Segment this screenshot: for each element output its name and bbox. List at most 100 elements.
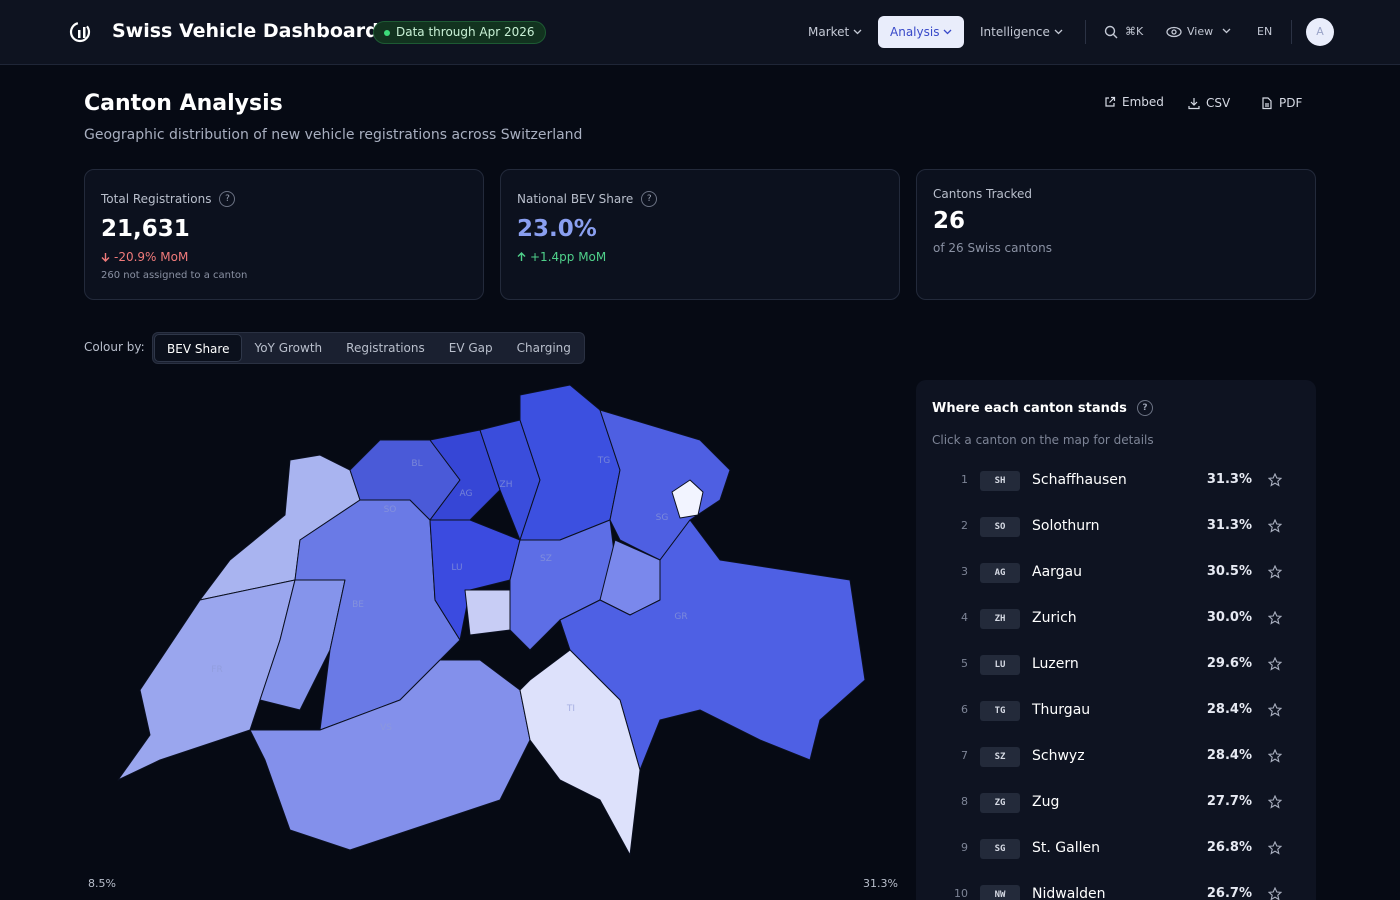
language[interactable]: EN	[1257, 25, 1273, 38]
canton-code: NW	[980, 885, 1020, 900]
colour-tab[interactable]: Charging	[516, 341, 571, 355]
star-icon[interactable]	[1268, 887, 1282, 900]
rank: 5	[961, 657, 968, 670]
nav-label: Intelligence	[980, 25, 1050, 39]
star-icon[interactable]	[1268, 611, 1282, 625]
kpi-card: Cantons Tracked 26 of 26 Swiss cantons	[916, 169, 1316, 300]
kpi-value: 21,631	[101, 216, 190, 242]
star-icon[interactable]	[1268, 703, 1282, 717]
nav-label: Market	[808, 25, 850, 39]
bev-share: 26.8%	[1206, 840, 1252, 855]
chevron	[853, 29, 862, 35]
bev-share: 31.3%	[1206, 472, 1252, 487]
bev-share: 31.3%	[1206, 518, 1252, 533]
canton[interactable]	[429, 519, 521, 641]
action-button[interactable]: CSV	[1188, 96, 1230, 110]
action-label: Embed	[1122, 95, 1164, 109]
action-button[interactable]: PDF	[1261, 96, 1302, 110]
canton[interactable]	[671, 479, 704, 519]
star-icon[interactable]	[1268, 841, 1282, 855]
avatar[interactable]: A	[1306, 18, 1334, 46]
colour-tab[interactable]: Registrations	[346, 341, 425, 355]
map-label: GR	[674, 612, 687, 622]
canton-name: Thurgau	[1032, 702, 1091, 718]
colour-tab[interactable]: BEV Share	[154, 334, 243, 362]
star-icon[interactable]	[1268, 749, 1282, 763]
arrow-down	[101, 253, 110, 262]
canton-name: Nidwalden	[1032, 886, 1106, 900]
canton-code: LU	[980, 655, 1020, 675]
rank: 4	[961, 611, 968, 624]
star-icon[interactable]	[1268, 795, 1282, 809]
map-label: ZH	[500, 480, 513, 490]
separator	[1085, 20, 1086, 44]
panel-title-row: Where each canton stands?	[932, 400, 1153, 416]
arrow-up	[517, 252, 526, 261]
star-icon[interactable]	[1268, 565, 1282, 579]
ranking-row[interactable]: 10 NW Nidwalden 26.7%	[916, 880, 1316, 900]
search-shortcut[interactable]: ⌘K	[1125, 25, 1144, 38]
bev-share: 28.4%	[1206, 702, 1252, 717]
canton-name: Solothurn	[1032, 518, 1100, 534]
ranking-row[interactable]: 6 TG Thurgau 28.4%	[916, 696, 1316, 726]
map-label: TG	[597, 456, 610, 466]
map-label: SG	[656, 513, 669, 523]
ranking-row[interactable]: 4 ZH Zurich 30.0%	[916, 604, 1316, 634]
canton-code: AG	[980, 563, 1020, 583]
panel-hint: Click a canton on the map for details	[932, 433, 1154, 447]
canton-name: St. Gallen	[1032, 840, 1100, 856]
rank: 9	[961, 841, 968, 854]
ranking-panel: Where each canton stands? Click a canton…	[916, 380, 1316, 900]
map-label: BE	[352, 600, 364, 610]
star-icon[interactable]	[1268, 473, 1282, 487]
logo	[69, 21, 91, 43]
kpi-change: +1.4pp MoM	[517, 250, 606, 264]
canton[interactable]	[464, 589, 511, 636]
star-icon[interactable]	[1268, 657, 1282, 671]
canton-code: ZG	[980, 793, 1020, 813]
ranking-row[interactable]: 1 SH Schaffhausen 31.3%	[916, 466, 1316, 496]
canton-code: TG	[980, 701, 1020, 721]
star-icon[interactable]	[1268, 519, 1282, 533]
colour-tab[interactable]: EV Gap	[448, 341, 493, 355]
bev-share: 29.6%	[1206, 656, 1252, 671]
colour-tab[interactable]: YoY Growth	[254, 341, 323, 355]
rank: 1	[961, 473, 968, 486]
kpi-change-text: +1.4pp MoM	[530, 250, 607, 264]
help-icon[interactable]: ?	[641, 191, 658, 207]
canton-name: Schaffhausen	[1032, 472, 1127, 488]
canton[interactable]	[559, 519, 866, 771]
bev-share: 30.0%	[1206, 610, 1252, 625]
panel-title: Where each canton stands	[932, 400, 1127, 416]
bev-share: 26.7%	[1206, 886, 1252, 900]
search-icon[interactable]	[1104, 25, 1118, 39]
legend-max: 31.3%	[863, 877, 898, 890]
help-icon[interactable]: ?	[219, 191, 236, 207]
kpi-note: of 26 Swiss cantons	[933, 241, 1053, 255]
kpi-card: National BEV Share? 23.0% +1.4pp MoM	[500, 169, 900, 300]
nav-item[interactable]: Intelligence	[968, 16, 1075, 48]
view-icon[interactable]	[1166, 25, 1182, 39]
ranking-row[interactable]: 5 LU Luzern 29.6%	[916, 650, 1316, 680]
page-title: Canton Analysis	[84, 91, 283, 116]
action-button[interactable]: Embed	[1104, 95, 1164, 109]
ranking-row[interactable]: 9 SG St. Gallen 26.8%	[916, 834, 1316, 864]
help-icon[interactable]: ?	[1136, 400, 1153, 416]
view-menu[interactable]: View	[1187, 25, 1214, 38]
canton-code: ZH	[980, 609, 1020, 629]
brand[interactable]: Swiss Vehicle Dashboard	[112, 20, 379, 42]
kpi-card: Total Registrations? 21,631 -20.9% MoM 260 …	[84, 169, 484, 300]
canton-map: BL SO AG ZH TG SG LU SZ BE GR TI VS FR	[117, 384, 866, 856]
ranking-row[interactable]: 2 SO Solothurn 31.3%	[916, 512, 1316, 542]
ranking-row[interactable]: 3 AG Aargau 30.5%	[916, 558, 1316, 588]
ranking-row[interactable]: 8 ZG Zug 27.7%	[916, 788, 1316, 818]
ranking-row[interactable]: 7 SZ Schwyz 28.4%	[916, 742, 1316, 772]
nav-item[interactable]: Analysis	[878, 16, 965, 48]
canton[interactable]	[519, 649, 641, 856]
chevron	[943, 29, 952, 35]
nav-item[interactable]: Market	[796, 16, 874, 48]
canton[interactable]	[599, 409, 731, 561]
kpi-label: Total Registrations	[101, 192, 212, 206]
canton-name: Schwyz	[1032, 748, 1085, 764]
